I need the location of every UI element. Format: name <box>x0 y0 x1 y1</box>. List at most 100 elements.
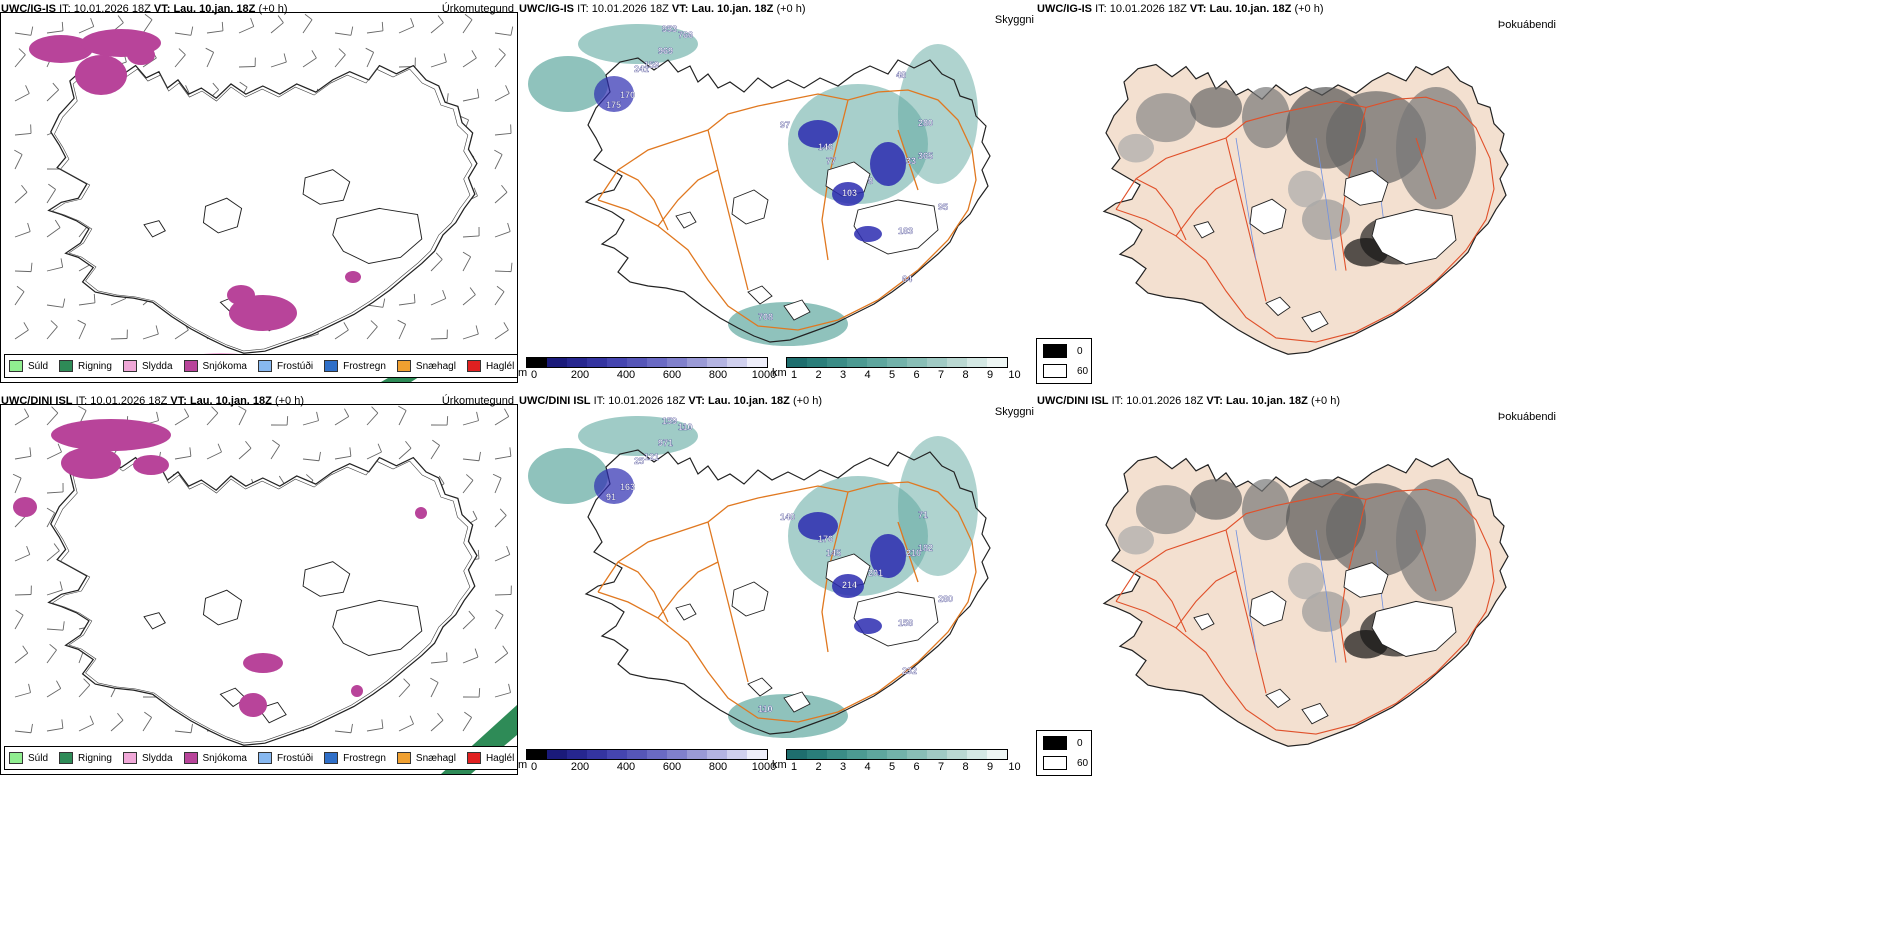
cloud-base-label: 71 <box>918 510 928 520</box>
legend-swatch <box>466 360 481 372</box>
road-network <box>1225 529 1267 694</box>
fog-legend-swatch <box>1043 344 1067 358</box>
cloud-base-label: 708 <box>758 312 773 322</box>
legend-item: Frostregn <box>324 752 386 764</box>
header-offset: (+0 h) <box>1294 3 1324 15</box>
fog-legend-label: 60 <box>1077 365 1089 377</box>
header-vt-label: VT: <box>1206 395 1223 407</box>
header-vt-label: VT: <box>671 3 689 15</box>
panel-header: UWC/IG-IS IT: 10.01.2026 18Z VT: Lau. 10… <box>519 3 805 15</box>
legend-item: Haglél <box>466 752 515 764</box>
legend-label: Slydda <box>141 752 173 764</box>
cloud-base-label: 97 <box>780 120 790 130</box>
cloud-base-label: 170 <box>620 90 635 100</box>
legend-item: Slydda <box>122 752 173 764</box>
colorbar-tick: 3 <box>839 761 847 773</box>
legend-label: Frostúði <box>276 752 314 764</box>
panel-header: UWC/DINI ISL IT: 10.01.2026 18Z VT: Lau.… <box>519 395 822 407</box>
header-it-value: 10.01.2026 18Z <box>1126 395 1204 407</box>
header-vt-value: Lau. 10.jan. 18Z <box>707 395 790 407</box>
visibility-colorbar: km 1 2 3 4 5 6 7 8 9 10 <box>772 749 1021 774</box>
cloud-base-label: 91 <box>606 492 616 502</box>
precip-type-map: Súld Rigning Slydda Snjókoma Frostúði Frostre… <box>0 404 518 775</box>
cloud-base-label: 159 <box>662 416 677 426</box>
cloud-base-label: 121 <box>644 452 659 462</box>
road-network <box>1175 570 1237 629</box>
colorbar-tick: 7 <box>937 761 945 773</box>
legend-item: Rigning <box>59 360 112 372</box>
colorbar-tick: 8 <box>962 761 969 773</box>
colorbar-tick: 8 <box>962 369 969 381</box>
header-vt-value: Lau. 10.jan. 18Z <box>1209 3 1292 15</box>
visibility-unit: km <box>772 759 787 771</box>
fog-legend-swatch <box>1043 364 1067 378</box>
header-offset: (+0 h) <box>792 395 822 407</box>
legend-swatch <box>396 752 411 764</box>
legend-label: Snæhagl <box>415 752 456 764</box>
header-model: UWC/DINI ISL <box>1037 395 1109 407</box>
colorbar-tick: 1 <box>790 761 798 773</box>
road-network <box>1175 178 1237 237</box>
header-vt-value: Lau. 10.jan. 18Z <box>691 3 774 15</box>
road-network <box>707 129 749 291</box>
cloud-base-label: 64 <box>902 274 912 284</box>
cloud-base-label: 280 <box>938 594 953 604</box>
cloud-base-label: 183 <box>898 226 913 236</box>
legend-swatch <box>9 752 23 764</box>
fog-indicator-map: UWC/IG-IS IT: 10.01.2026 18Z VT: Lau. 10… <box>1036 0 1556 392</box>
panel-title-visibility: Skyggni <box>994 14 1034 26</box>
legend-label: Snæhagl <box>415 360 456 372</box>
colorbar-tick: 600 <box>662 369 682 381</box>
cloud-base-unit: m <box>518 759 528 771</box>
legend-label: Haglél <box>485 752 515 764</box>
cloud-base-label: 969 <box>658 46 673 56</box>
road-network <box>597 89 977 331</box>
legend-item: Frostúði <box>257 752 314 764</box>
cloud-base-colorbar: m 0 200 400 600 800 1000 <box>518 357 776 382</box>
colorbar-tick: 2 <box>815 369 822 381</box>
legend-item: Frostregn <box>324 360 386 372</box>
colorbar-tick: 6 <box>913 761 920 773</box>
panel-title-visibility: Skyggni <box>994 406 1034 418</box>
colorbar-tick: 1 <box>790 369 798 381</box>
header-it-label: IT: <box>59 3 71 15</box>
panel-title-fog: Þokuábendi <box>1497 19 1556 31</box>
legend-item: Súld <box>9 360 48 372</box>
cloud-base-label: 232 <box>902 666 917 676</box>
colorbar-tick: 400 <box>616 761 636 773</box>
legend-swatch <box>59 360 74 372</box>
header-it-value: 10.01.2026 18Z <box>90 395 168 407</box>
header-offset: (+0 h) <box>274 395 304 407</box>
legend-swatch <box>122 752 137 764</box>
visibility-unit: km <box>772 367 787 379</box>
cloud-base-label: 214 <box>842 580 857 590</box>
header-it-label: IT: <box>593 395 606 407</box>
legend-label: Frostregn <box>343 752 386 764</box>
cloud-base-label: 103 <box>842 188 857 198</box>
cloud-base-label: 766 <box>678 30 693 40</box>
legend-swatch <box>396 360 411 372</box>
legend-label: Súld <box>28 752 49 764</box>
legend-swatch <box>59 752 74 764</box>
visibility-colorbar: km 1 2 3 4 5 6 7 8 9 10 <box>772 357 1021 382</box>
header-vt-label: VT: <box>1189 3 1207 15</box>
precip-type-legend: Súld Rigning Slydda Snjókoma Frostúði Frostre… <box>4 746 517 770</box>
cloud-base-visibility-map: UWC/IG-IS IT: 10.01.2026 18Z VT: Lau. 10… <box>518 0 1036 385</box>
road-network <box>1115 96 1495 343</box>
legend-swatch <box>257 752 272 764</box>
cloud-base-label: 110 <box>678 422 693 432</box>
colorbar-tick: 9 <box>986 761 994 773</box>
legend-swatch <box>324 360 339 372</box>
road-network <box>1135 178 1187 241</box>
iceland-coastline <box>47 62 478 354</box>
panel-title-precip: Úrkomutegund <box>441 3 514 15</box>
iceland-coastline <box>47 454 478 746</box>
legend-label: Slydda <box>141 360 173 372</box>
colorbar-tick: 6 <box>913 369 920 381</box>
legend-item: Súld <box>9 752 48 764</box>
header-vt-value: Lau. 10.jan. 18Z <box>1225 395 1308 407</box>
colorbar-tick: 800 <box>708 761 728 773</box>
cloud-base-label: 280 <box>918 118 933 128</box>
colorbar-tick: 200 <box>570 761 590 773</box>
cloud-base-label: 241 <box>634 64 649 74</box>
